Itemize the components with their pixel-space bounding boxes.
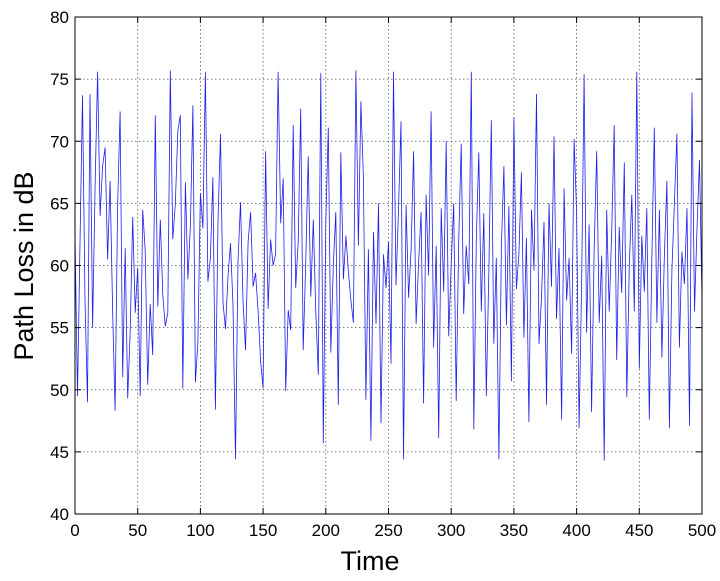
- y-tick-label: 80: [50, 8, 69, 27]
- y-tick-label: 40: [50, 505, 69, 524]
- y-tick-label: 65: [50, 194, 69, 213]
- x-tick-label: 400: [562, 521, 590, 540]
- x-tick-label: 250: [374, 521, 402, 540]
- y-tick-label: 55: [50, 319, 69, 338]
- grid: [75, 17, 702, 514]
- x-tick-label: 500: [688, 521, 716, 540]
- y-tick-label: 75: [50, 70, 69, 89]
- y-axis-tick-labels: 40 45 50 55 60 65 70 75 80: [50, 8, 69, 524]
- x-axis-tick-labels: 0 50 100 150 200 250 300 350 400 450 500: [70, 521, 716, 540]
- x-tick-label: 100: [186, 521, 214, 540]
- x-tick-label: 50: [128, 521, 147, 540]
- x-tick-label: 0: [70, 521, 79, 540]
- x-tick-label: 450: [625, 521, 653, 540]
- x-tick-label: 300: [437, 521, 465, 540]
- x-tick-label: 200: [312, 521, 340, 540]
- y-tick-label: 70: [50, 132, 69, 151]
- y-tick-label: 60: [50, 257, 69, 276]
- x-tick-label: 350: [500, 521, 528, 540]
- axis-ticks: [74, 16, 703, 515]
- y-tick-label: 45: [50, 443, 69, 462]
- x-tick-label: 150: [249, 521, 277, 540]
- y-tick-label: 50: [50, 381, 69, 400]
- y-axis-title: Path Loss in dB: [9, 171, 39, 360]
- x-axis-title: Time: [341, 546, 400, 576]
